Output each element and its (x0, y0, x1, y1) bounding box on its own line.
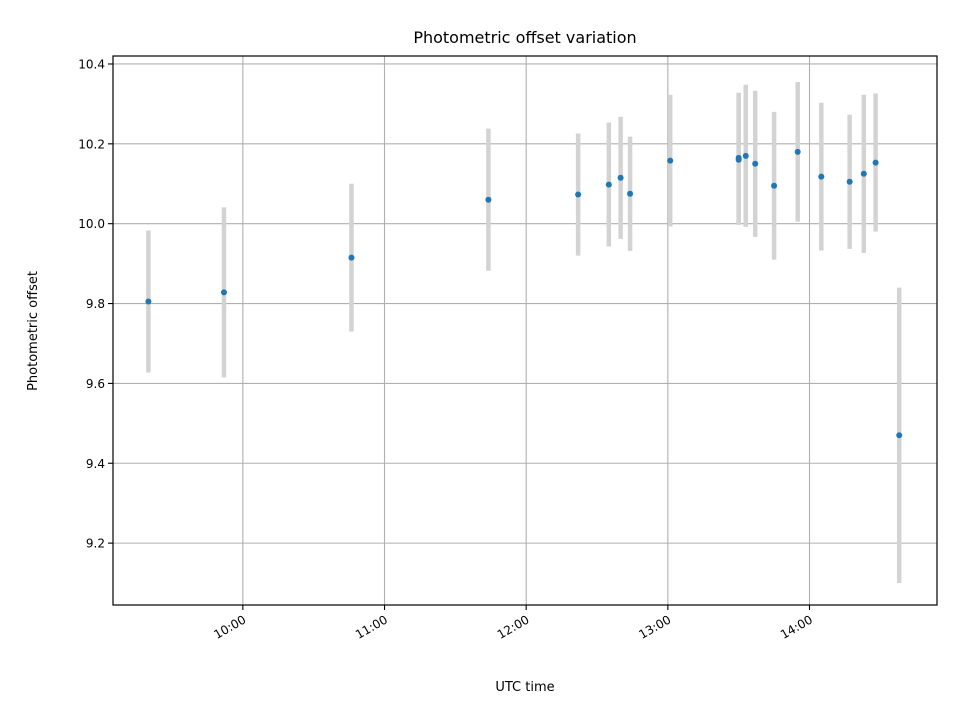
x-tick-label: 12:00 (495, 612, 532, 641)
data-point (872, 159, 879, 166)
y-tick-label: 9.6 (86, 377, 105, 391)
data-point (485, 196, 492, 203)
grid-lines (113, 56, 937, 605)
x-tick-label: 11:00 (353, 612, 390, 641)
y-tick-label: 9.8 (86, 297, 105, 311)
data-point (818, 173, 825, 180)
y-tick-label: 10.2 (78, 137, 105, 151)
data-point (605, 181, 612, 188)
data-point (860, 170, 867, 177)
plot-frame (112, 55, 938, 606)
x-tick-label: 13:00 (636, 612, 673, 641)
data-points (145, 148, 903, 439)
x-axis-label: UTC time (495, 680, 554, 695)
data-point (735, 156, 742, 163)
data-point (145, 298, 152, 305)
data-point (846, 178, 853, 185)
error-bars (146, 81, 902, 584)
data-point (220, 289, 227, 296)
y-tick-label: 10.0 (78, 217, 105, 231)
y-axis-label: Photometric offset (26, 271, 41, 391)
data-point (742, 152, 749, 159)
data-point (348, 254, 355, 261)
y-tick-label: 9.2 (86, 537, 105, 551)
chart-title: Photometric offset variation (413, 28, 636, 47)
data-point (896, 432, 903, 439)
axis-ticks: 10:00 11:00 12:00 13:00 14:00 9.2 9.4 9.6 9.8 10.… (78, 57, 815, 641)
y-tick-label: 10.4 (78, 57, 105, 71)
data-point (752, 160, 759, 167)
x-tick-label: 14:00 (778, 612, 815, 641)
data-point (617, 174, 624, 181)
y-tick-label: 9.4 (86, 457, 105, 471)
data-point (771, 182, 778, 189)
data-point (575, 191, 582, 198)
data-point (627, 190, 634, 197)
x-tick-label: 10:00 (211, 612, 248, 641)
data-point (667, 157, 674, 164)
data-point (794, 148, 801, 155)
